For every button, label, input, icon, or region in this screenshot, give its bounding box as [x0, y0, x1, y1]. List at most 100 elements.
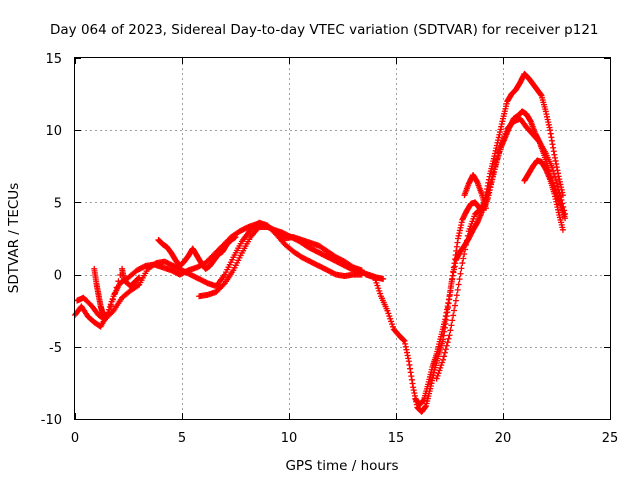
plot-frame [74, 57, 611, 420]
data-point [436, 367, 443, 374]
satellite-track-10 [461, 171, 489, 212]
data-point [463, 237, 470, 244]
x-tick-label: 5 [178, 431, 186, 446]
x-axis-label: GPS time / hours [285, 458, 398, 474]
data-point [435, 370, 442, 377]
data-point [559, 200, 566, 207]
data-point [377, 290, 384, 297]
y-tick-label: -10 [41, 413, 62, 428]
data-point [106, 309, 113, 316]
data-point [448, 322, 455, 329]
data-point [376, 287, 383, 294]
data-point [490, 169, 497, 176]
data-point [433, 375, 440, 382]
y-tick-labels: -10 -5 0 5 10 15 [41, 52, 62, 428]
data-point [459, 260, 466, 267]
data-point [387, 315, 394, 322]
data-point [447, 327, 454, 334]
data-point [451, 307, 458, 314]
satellite-track-9 [521, 157, 566, 233]
data-point [434, 372, 441, 379]
data-point [463, 241, 470, 248]
data-point [492, 162, 499, 169]
data-point [495, 152, 502, 159]
data-point [496, 146, 503, 153]
axis-ticks [75, 58, 611, 420]
data-point [496, 149, 503, 156]
chart-title: Day 064 of 2023, Sidereal Day-to-day VTE… [50, 22, 599, 38]
data-point [491, 166, 498, 173]
data-point [384, 307, 391, 314]
data-point [373, 279, 380, 286]
data-point [440, 356, 447, 363]
data-point [443, 342, 450, 349]
data-point [445, 335, 452, 342]
data-point [485, 187, 492, 194]
data-point [389, 321, 396, 328]
data-point [136, 274, 143, 281]
data-point [561, 207, 568, 214]
x-tick-labels: 0 5 10 15 20 25 [71, 431, 618, 446]
data-point [380, 275, 387, 282]
data-point [482, 205, 489, 212]
data-point [553, 180, 560, 187]
data-point [485, 190, 492, 197]
data-point [385, 310, 392, 317]
data-point [358, 267, 365, 274]
data-point [452, 297, 459, 304]
data-point [446, 332, 453, 339]
data-point [106, 303, 113, 310]
data-point [462, 246, 469, 253]
data-point [486, 183, 493, 190]
data-point [550, 167, 557, 174]
data-point [551, 170, 558, 177]
satellite-track-2 [74, 219, 365, 323]
satellite-track-5 [91, 265, 143, 321]
y-tick-label: 15 [45, 52, 62, 67]
y-tick-label: 5 [54, 196, 62, 211]
data-point [554, 183, 561, 190]
data-point [487, 180, 494, 187]
data-point [220, 281, 227, 288]
data-point [549, 164, 556, 171]
data-point [442, 346, 449, 353]
data-point [109, 296, 116, 303]
data-point [455, 281, 462, 288]
data-point [438, 362, 445, 369]
y-tick-label: 10 [45, 124, 62, 139]
data-point [458, 265, 465, 272]
data-point [371, 274, 378, 281]
data-point [556, 189, 563, 196]
satellite-track-3 [196, 223, 365, 300]
data-point [453, 292, 460, 299]
data-point [375, 285, 382, 292]
x-tick-label: 20 [495, 431, 512, 446]
data-point [454, 286, 461, 293]
data-point [461, 250, 468, 257]
data-point [386, 313, 393, 320]
data-point [464, 232, 471, 239]
data-point [374, 282, 381, 289]
data-point [488, 176, 495, 183]
data-point [389, 323, 396, 330]
data-point [560, 203, 567, 210]
satellite-track-4 [155, 234, 239, 272]
grid-lines [75, 58, 610, 419]
y-axis-label: SDTVAR / TECUs [6, 183, 22, 293]
data-point [388, 318, 395, 325]
data-point [552, 177, 559, 184]
data-point [134, 282, 141, 289]
data-point [551, 174, 558, 181]
data-point [232, 234, 239, 241]
data-point [450, 312, 457, 319]
data-point [493, 159, 500, 166]
satellite-track-8 [433, 115, 569, 382]
data-point [562, 210, 569, 217]
data-point [372, 277, 379, 284]
data-point [115, 278, 122, 285]
x-tick-label: 25 [602, 431, 619, 446]
x-tick-label: 0 [71, 431, 79, 446]
data-point [449, 317, 456, 324]
data-point [555, 186, 562, 193]
